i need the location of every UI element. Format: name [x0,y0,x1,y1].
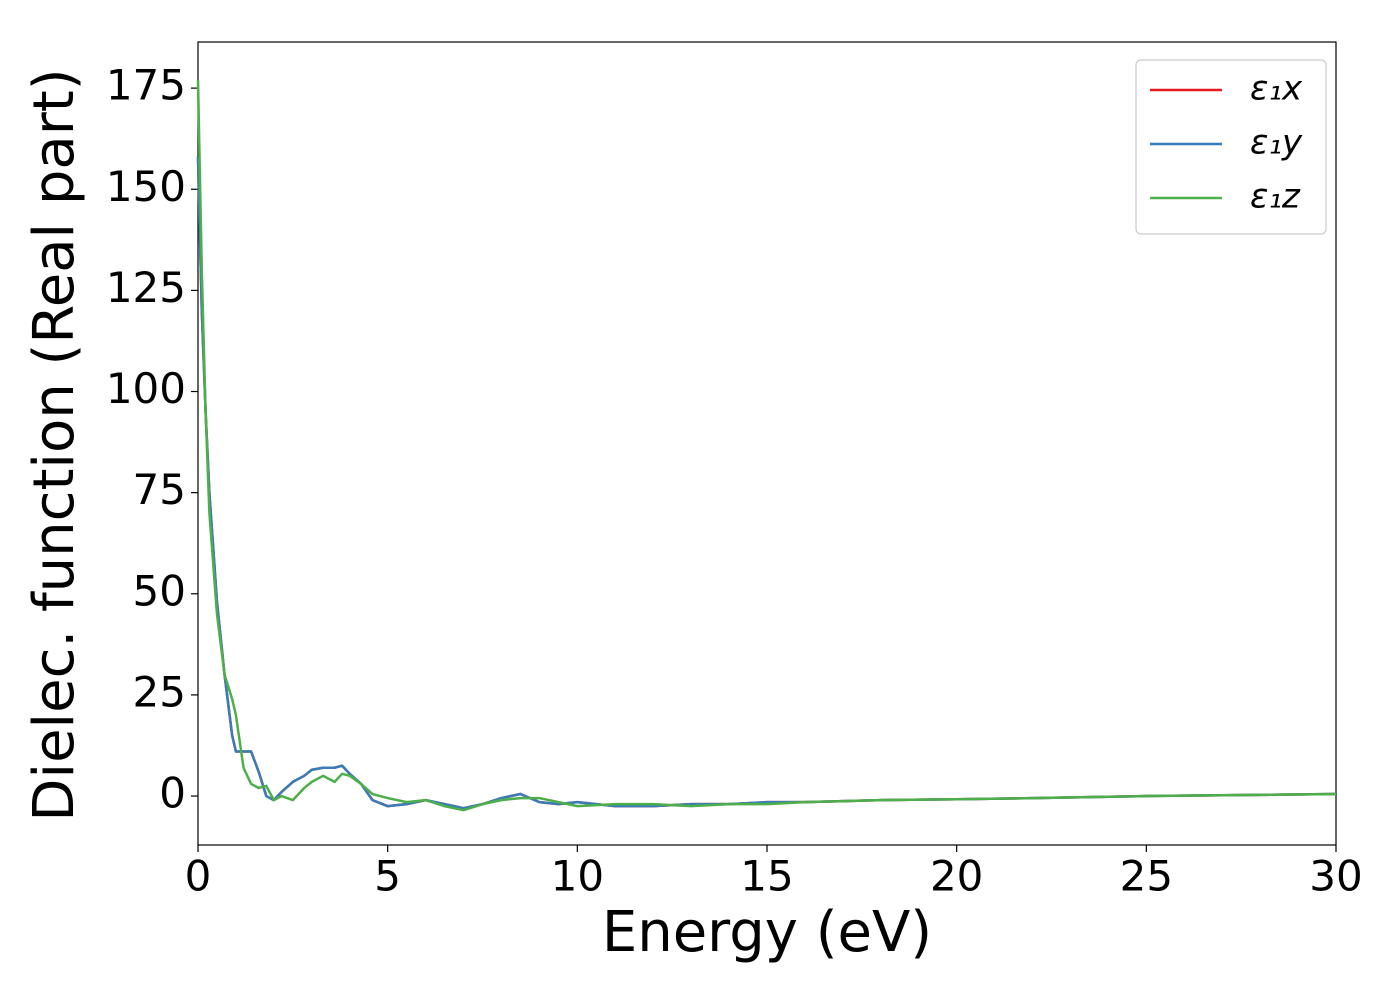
y-tick-label: 25 [133,667,186,716]
y-tick-label: 100 [106,364,186,413]
y-tick-label: 175 [106,61,186,110]
x-tick-label: 5 [374,852,401,901]
x-tick-label: 30 [1309,852,1362,901]
legend-label: ε₁z [1250,177,1301,217]
y-tick-label: 75 [133,465,186,514]
legend-label: ε₁y [1250,123,1303,163]
y-tick-label: 50 [133,566,186,615]
legend-box [1135,59,1327,235]
y-tick-label: 0 [159,769,186,818]
y-tick-label: 125 [106,263,186,312]
x-tick-label: 20 [930,852,983,901]
series-line [196,156,1337,810]
x-tick-label: 25 [1120,852,1173,901]
series-line [196,156,1337,810]
y-tick-label: 150 [106,162,186,211]
x-tick-label: 15 [740,852,793,901]
x-tick-label: 0 [185,852,212,901]
series-line [196,80,1337,812]
legend-label: ε₁x [1250,69,1303,109]
x-tick-label: 10 [551,852,604,901]
y-axis-label: Dielec. function (Real part) [22,68,87,821]
x-axis-label: Energy (eV) [602,900,932,965]
